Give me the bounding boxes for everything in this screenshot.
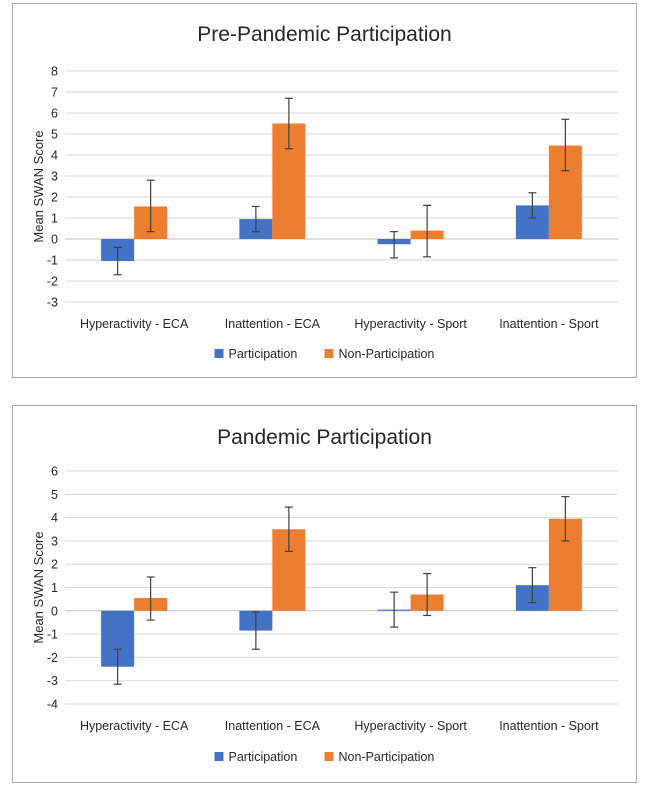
y-tick-label: 6 bbox=[51, 465, 58, 479]
y-tick-label: 4 bbox=[51, 511, 58, 525]
chart-svg: Pandemic Participation Mean SWAN Score -4 -… bbox=[31, 426, 618, 764]
y-tick-label: 3 bbox=[51, 170, 58, 184]
category-label: Inattention - Sport bbox=[499, 719, 599, 733]
legend-swatch-participation bbox=[214, 349, 224, 358]
legend-swatch-non-participation bbox=[324, 349, 334, 358]
y-tick-label: 6 bbox=[51, 107, 58, 121]
y-tick-label: 4 bbox=[51, 149, 58, 163]
y-axis-title: Mean SWAN Score bbox=[31, 531, 46, 643]
legend-swatch-participation bbox=[214, 752, 224, 761]
y-tick-label: 0 bbox=[51, 233, 58, 247]
category-label: Inattention - ECA bbox=[225, 317, 321, 331]
legend-label: Participation bbox=[229, 347, 298, 361]
category-label: Hyperactivity - Sport bbox=[354, 719, 467, 733]
y-tick-label: 1 bbox=[51, 581, 58, 595]
y-tick-label: 5 bbox=[51, 488, 58, 502]
chart-title: Pandemic Participation bbox=[217, 426, 432, 449]
chart-panel-pre-pandemic: Pre-Pandemic Participation Mean SWAN Scor… bbox=[12, 3, 637, 378]
y-tick-label: -2 bbox=[47, 275, 58, 289]
y-axis-title: Mean SWAN Score bbox=[31, 130, 46, 242]
y-tick-label: -2 bbox=[47, 651, 58, 665]
chart-svg: Pre-Pandemic Participation Mean SWAN Scor… bbox=[31, 23, 618, 361]
y-tick-label: 7 bbox=[51, 86, 58, 100]
category-label: Hyperactivity - ECA bbox=[80, 719, 189, 733]
category-label: Hyperactivity - ECA bbox=[80, 317, 189, 331]
y-tick-label: 3 bbox=[51, 534, 58, 548]
y-tick-label: -1 bbox=[47, 254, 58, 268]
y-tick-label: 2 bbox=[51, 191, 58, 205]
legend-swatch-non-participation bbox=[324, 752, 334, 761]
category-label: Inattention - ECA bbox=[225, 719, 321, 733]
legend-label: Participation bbox=[229, 750, 298, 764]
y-tick-label: 8 bbox=[51, 65, 58, 79]
y-tick-label: -1 bbox=[47, 628, 58, 642]
legend-label: Non-Participation bbox=[339, 750, 435, 764]
y-tick-label: -3 bbox=[47, 674, 58, 688]
category-label: Inattention - Sport bbox=[499, 317, 599, 331]
category-label: Hyperactivity - Sport bbox=[354, 317, 467, 331]
y-tick-label: 0 bbox=[51, 604, 58, 618]
y-tick-label: -3 bbox=[47, 296, 58, 310]
y-tick-label: -4 bbox=[47, 698, 58, 712]
y-tick-label: 5 bbox=[51, 128, 58, 142]
chart-panel-pandemic: Pandemic Participation Mean SWAN Score -4 -… bbox=[12, 405, 637, 783]
y-tick-label: 1 bbox=[51, 212, 58, 226]
chart-title: Pre-Pandemic Participation bbox=[197, 23, 451, 46]
legend-label: Non-Participation bbox=[339, 347, 435, 361]
y-tick-label: 2 bbox=[51, 558, 58, 572]
